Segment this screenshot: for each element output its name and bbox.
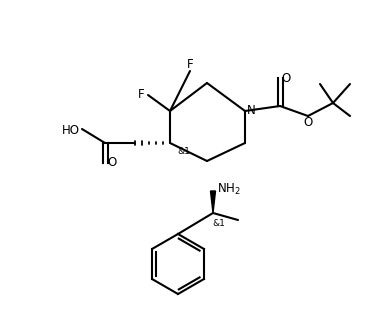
Text: F: F <box>138 89 144 101</box>
Polygon shape <box>210 191 216 213</box>
Text: O: O <box>107 157 117 169</box>
Text: HO: HO <box>62 124 80 136</box>
Text: O: O <box>281 72 291 84</box>
Text: NH$_2$: NH$_2$ <box>217 181 241 196</box>
Text: F: F <box>187 57 193 71</box>
Text: N: N <box>247 103 255 117</box>
Text: &1: &1 <box>213 219 225 228</box>
Text: &1: &1 <box>178 148 190 157</box>
Text: O: O <box>303 117 313 129</box>
